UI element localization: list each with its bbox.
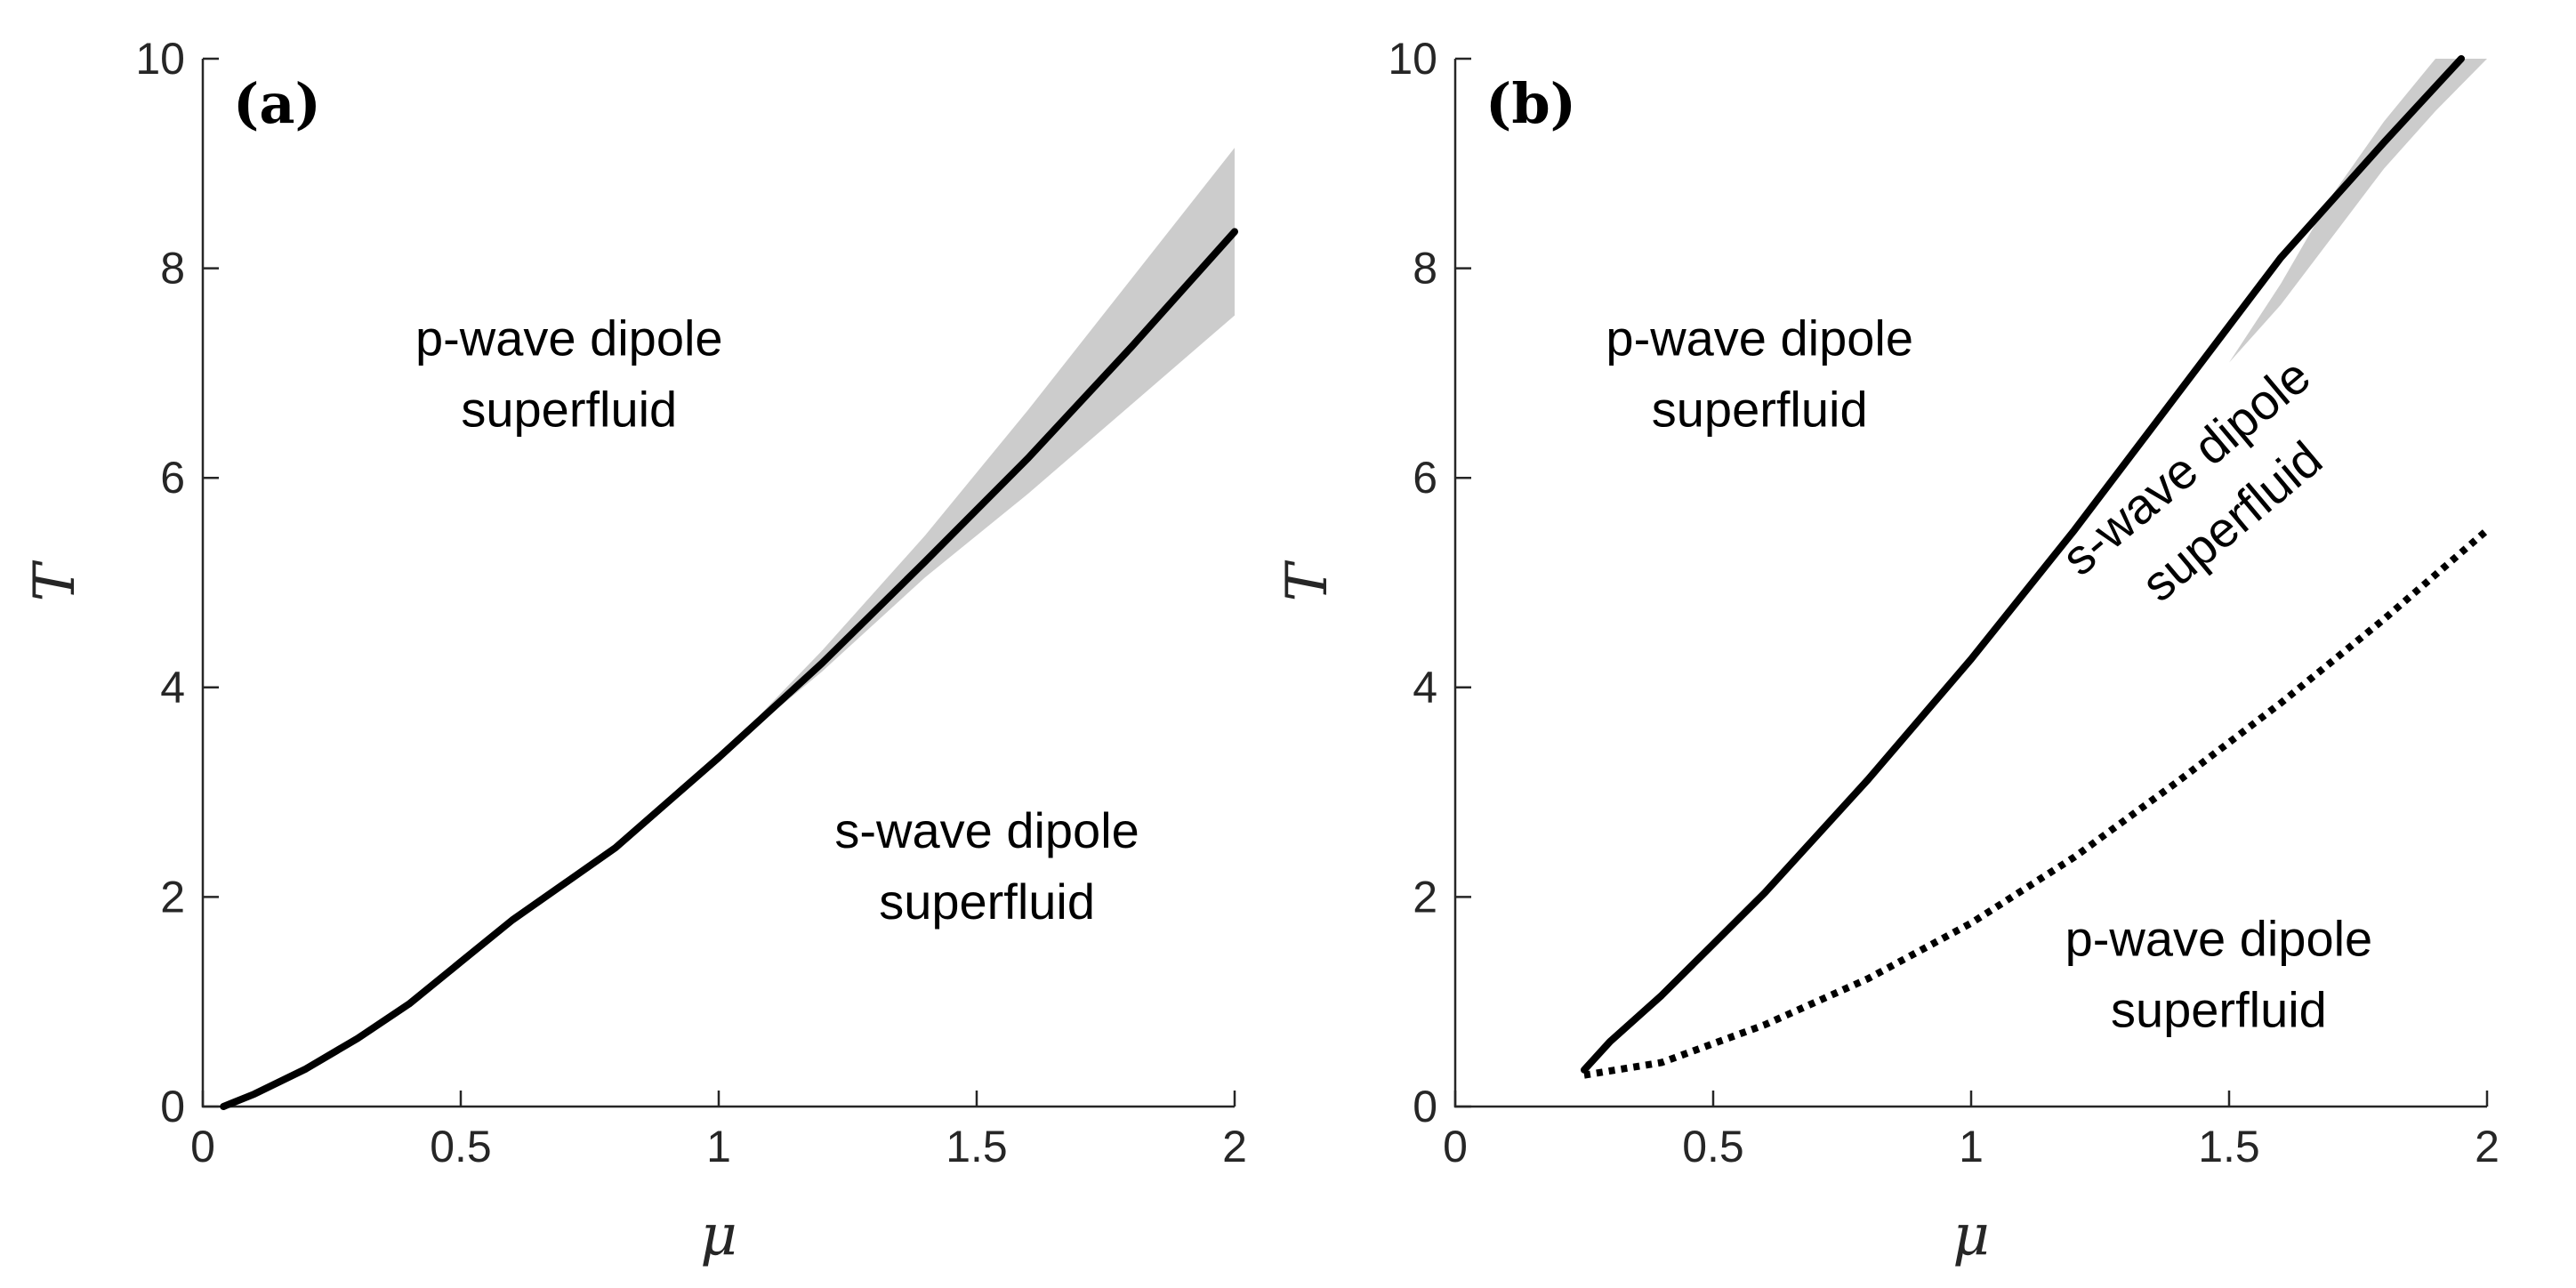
- panel-label: (a): [233, 71, 321, 136]
- x-tick-label: 1: [1959, 1122, 1984, 1171]
- y-tick-label: 10: [135, 34, 185, 84]
- panel-label: (b): [1485, 71, 1576, 136]
- solid-phase-boundary-0: [1581, 55, 2465, 1074]
- panel-a: 0 0.5 1 1.5 2 0 2 4 6 8 10 μ T (a) p-wave dipole superf…: [22, 34, 1247, 1268]
- y-tick-label: 6: [1413, 453, 1437, 503]
- y-tick-label: 2: [1413, 872, 1437, 922]
- x-tick-label: 1.5: [2198, 1122, 2260, 1171]
- y-tick-label: 0: [1413, 1082, 1437, 1131]
- region-label-line: superfluid: [2111, 981, 2327, 1037]
- x-axis-label: μ: [700, 1203, 737, 1268]
- x-tick-label: 2: [1222, 1122, 1247, 1171]
- y-tick-label: 6: [160, 453, 185, 503]
- y-tick-label: 10: [1388, 34, 1437, 84]
- y-axis-label: T: [22, 559, 88, 601]
- region-label-2: p-wave dipole superfluid: [2065, 910, 2373, 1037]
- region-label-0: p-wave dipole superfluid: [1606, 310, 1913, 437]
- region-label-line: superfluid: [461, 381, 677, 437]
- region-label-line: superfluid: [1652, 381, 1868, 437]
- axes-frame: [201, 59, 1235, 1108]
- y-tick-label: 8: [1413, 244, 1437, 294]
- x-tick-label: 0.5: [1682, 1122, 1744, 1171]
- x-tick-label: 0: [1443, 1122, 1468, 1171]
- region-label-line: superfluid: [879, 873, 1095, 930]
- region-label-line: p-wave dipole: [2065, 910, 2373, 966]
- x-tick-label: 0.5: [430, 1122, 492, 1171]
- region-label-1: s-wave dipole superfluid: [834, 802, 1139, 930]
- region-label-line: p-wave dipole: [1606, 310, 1913, 366]
- y-tick-label: 4: [1413, 663, 1437, 712]
- panel-b: 0 0.5 1 1.5 2 0 2 4 6 8 10 μ T (b) p-wave dipole superf…: [1275, 34, 2500, 1268]
- uncertainty-band-0: [719, 148, 1235, 758]
- x-tick-label: 1.5: [946, 1122, 1008, 1171]
- y-tick-label: 4: [160, 663, 185, 712]
- x-tick-label: 1: [706, 1122, 731, 1171]
- solid-phase-boundary-0: [220, 228, 1238, 1110]
- region-label-0: p-wave dipole superfluid: [415, 310, 723, 437]
- x-tick-label: 2: [2475, 1122, 2500, 1171]
- y-tick-label: 2: [160, 872, 185, 922]
- x-tick-label: 0: [190, 1122, 215, 1171]
- y-tick-label: 0: [160, 1082, 185, 1131]
- dotted-phase-boundary-1: [1583, 527, 2490, 1079]
- region-label-line: s-wave dipole: [834, 802, 1139, 858]
- y-tick-label: 8: [160, 244, 185, 294]
- x-axis-label: μ: [1952, 1203, 1990, 1268]
- region-label-line: p-wave dipole: [415, 310, 723, 366]
- y-axis-label: T: [1275, 559, 1340, 601]
- uncertainty-band-0: [2229, 59, 2487, 363]
